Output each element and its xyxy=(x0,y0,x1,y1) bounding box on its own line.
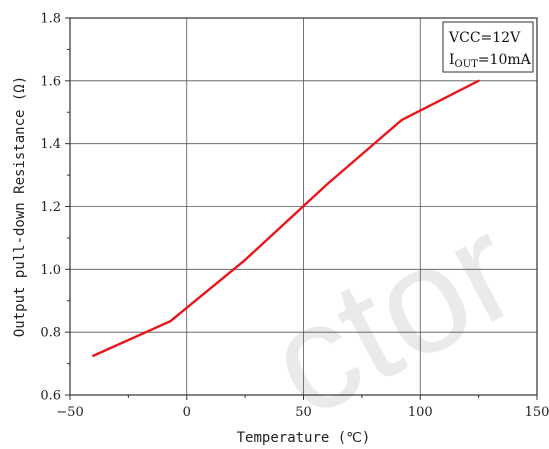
x-tick-label: 100 xyxy=(408,405,433,420)
annotation-frame xyxy=(442,21,534,73)
y-tick-label: 1.0 xyxy=(40,263,61,278)
y-tick-label: 1.6 xyxy=(40,74,61,89)
x-tick-label: 0 xyxy=(183,405,191,420)
y-tick-label: 1.2 xyxy=(40,200,61,215)
y-tick-label: 1.8 xyxy=(40,12,61,27)
watermark-text: ctor xyxy=(243,183,543,449)
y-tick-label: 0.8 xyxy=(40,326,61,341)
x-tick-label: 50 xyxy=(295,405,312,420)
y-tick-label: 0.6 xyxy=(40,389,61,404)
annotation-box: VCC=12V IOUT=10mA xyxy=(442,21,534,73)
y-tick-label: 1.4 xyxy=(40,137,61,152)
y-axis-title: Output pull-down Resistance (Ω) xyxy=(12,76,28,337)
series-layer xyxy=(92,79,480,357)
annotation-vcc: VCC=12V xyxy=(448,30,521,46)
ticks: −50 0 50 100 150 0.6 0.8 1.0 1.2 1.4 1.6 1.8 xyxy=(40,12,549,421)
x-axis-title: Temperature (℃) xyxy=(237,430,371,446)
x-tick-label: −50 xyxy=(56,405,83,420)
series-line xyxy=(92,79,480,357)
annotation-iout: IOUT=10mA xyxy=(449,52,532,70)
x-tick-label: 150 xyxy=(525,405,549,420)
